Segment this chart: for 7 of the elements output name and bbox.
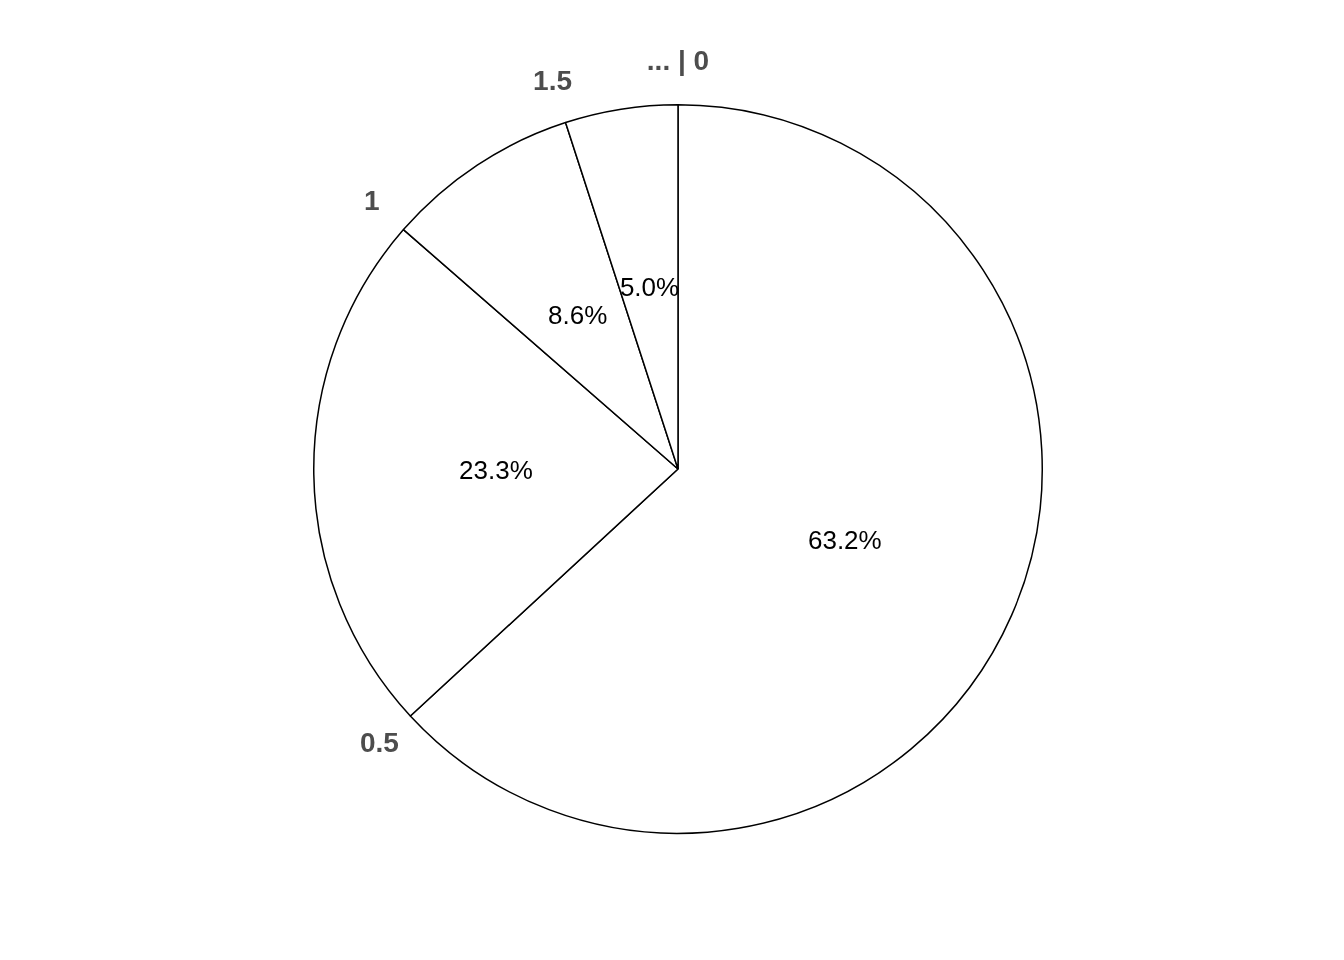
slice-label: ... | 0 bbox=[646, 45, 710, 77]
slice-label: 0.5 bbox=[360, 727, 399, 759]
slice-label: 1.5 bbox=[533, 65, 573, 97]
data-label: 8.6% bbox=[547, 300, 608, 331]
data-label: 23.3% bbox=[459, 454, 533, 485]
slice-label: 1 bbox=[364, 184, 380, 216]
data-label: 63.2% bbox=[807, 525, 882, 556]
